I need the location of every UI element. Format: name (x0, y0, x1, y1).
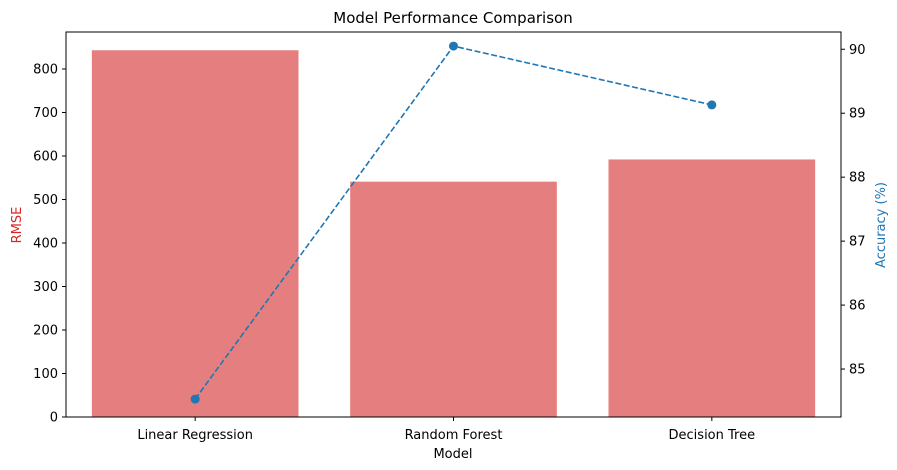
left-y-tick-label: 600 (33, 149, 58, 164)
left-y-axis-label: RMSE (10, 207, 25, 244)
left-y-axis: 0 100 200 300 400 500 600 700 800 (33, 62, 66, 426)
accuracy-point (449, 41, 458, 51)
left-y-tick-label: 200 (33, 323, 58, 338)
right-y-axis-label: Accuracy (%) (874, 182, 889, 268)
bar-series (91, 50, 816, 418)
x-tick-label: Random Forest (405, 428, 503, 443)
right-y-axis: 85 86 87 88 89 90 (841, 43, 866, 378)
x-axis: Linear Regression Random Forest Decision T… (137, 417, 755, 443)
right-y-tick-label: 89 (849, 107, 866, 122)
right-y-tick-label: 85 (849, 363, 866, 378)
left-y-tick-label: 0 (50, 411, 58, 426)
accuracy-point (707, 100, 717, 110)
right-y-tick-label: 86 (849, 299, 866, 314)
x-tick-label: Decision Tree (669, 428, 756, 443)
chart-title: Model Performance Comparison (333, 9, 572, 27)
bar (91, 50, 299, 418)
x-axis-label: Model (433, 447, 472, 462)
right-y-tick-label: 87 (849, 235, 866, 250)
accuracy-point (190, 394, 200, 404)
accuracy-line-series (190, 41, 717, 404)
left-y-tick-label: 100 (33, 367, 58, 382)
bar (350, 181, 557, 417)
bar (608, 159, 816, 418)
left-y-tick-label: 700 (33, 106, 58, 121)
left-y-tick-label: 800 (33, 62, 58, 77)
right-y-tick-label: 88 (849, 171, 866, 186)
left-y-tick-label: 300 (33, 280, 58, 295)
left-y-tick-label: 500 (33, 193, 58, 208)
right-y-tick-label: 90 (849, 43, 866, 58)
x-tick-label: Linear Regression (137, 428, 253, 443)
left-y-tick-label: 400 (33, 236, 58, 251)
